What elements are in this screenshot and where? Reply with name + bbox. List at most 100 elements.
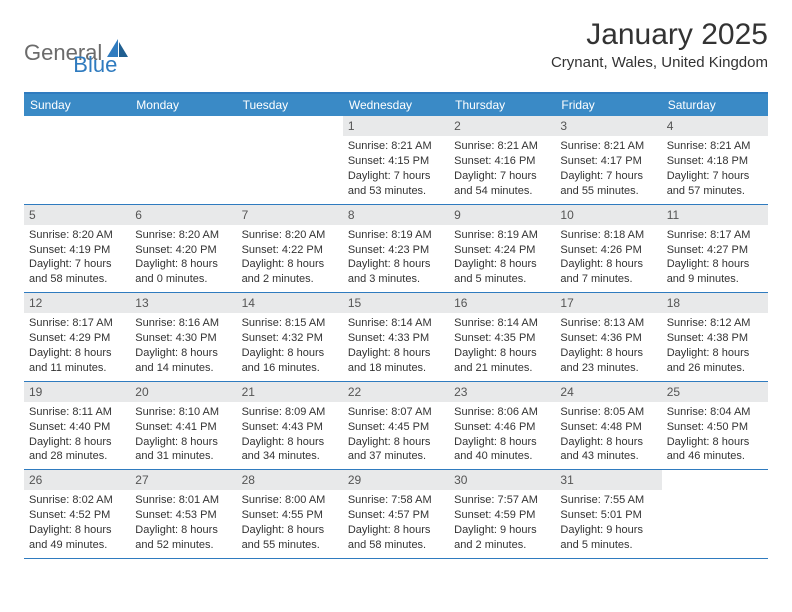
calendar-cell: 28Sunrise: 8:00 AMSunset: 4:55 PMDayligh… — [237, 470, 343, 558]
day-number: 21 — [237, 382, 343, 402]
sunrise-text: Sunrise: 8:11 AM — [29, 405, 125, 420]
sunrise-text: Sunrise: 8:10 AM — [135, 405, 231, 420]
calendar-cell: 24Sunrise: 8:05 AMSunset: 4:48 PMDayligh… — [555, 382, 661, 470]
calendar: SundayMondayTuesdayWednesdayThursdayFrid… — [24, 92, 768, 559]
calendar-cell: 9Sunrise: 8:19 AMSunset: 4:24 PMDaylight… — [449, 205, 555, 293]
location-text: Crynant, Wales, United Kingdom — [551, 54, 768, 71]
calendar-cell: 13Sunrise: 8:16 AMSunset: 4:30 PMDayligh… — [130, 293, 236, 381]
daylight-text: Daylight: 8 hours — [348, 435, 444, 450]
sunset-text: Sunset: 4:16 PM — [454, 154, 550, 169]
daylight-text: and 52 minutes. — [135, 538, 231, 553]
day-body: Sunrise: 8:19 AMSunset: 4:23 PMDaylight:… — [343, 225, 449, 292]
daylight-text: Daylight: 8 hours — [29, 346, 125, 361]
daylight-text: Daylight: 8 hours — [242, 523, 338, 538]
sunset-text: Sunset: 4:41 PM — [135, 420, 231, 435]
day-number: 14 — [237, 293, 343, 313]
daylight-text: Daylight: 8 hours — [135, 435, 231, 450]
sunrise-text: Sunrise: 8:13 AM — [560, 316, 656, 331]
sunrise-text: Sunrise: 8:19 AM — [454, 228, 550, 243]
daylight-text: and 0 minutes. — [135, 272, 231, 287]
sunset-text: Sunset: 4:59 PM — [454, 508, 550, 523]
daylight-text: and 57 minutes. — [667, 184, 763, 199]
sunset-text: Sunset: 4:35 PM — [454, 331, 550, 346]
day-number: 13 — [130, 293, 236, 313]
day-number: 22 — [343, 382, 449, 402]
day-number: 18 — [662, 293, 768, 313]
page-header: General Blue January 2025 Crynant, Wales… — [24, 18, 768, 78]
calendar-cell: 27Sunrise: 8:01 AMSunset: 4:53 PMDayligh… — [130, 470, 236, 558]
day-number: 23 — [449, 382, 555, 402]
calendar-cell-blank: . — [24, 116, 130, 204]
day-number: 20 — [130, 382, 236, 402]
day-body: Sunrise: 7:57 AMSunset: 4:59 PMDaylight:… — [449, 490, 555, 557]
day-number: 25 — [662, 382, 768, 402]
sunrise-text: Sunrise: 8:12 AM — [667, 316, 763, 331]
sunset-text: Sunset: 4:17 PM — [560, 154, 656, 169]
day-body: Sunrise: 8:18 AMSunset: 4:26 PMDaylight:… — [555, 225, 661, 292]
daylight-text: and 34 minutes. — [242, 449, 338, 464]
day-body: Sunrise: 8:20 AMSunset: 4:19 PMDaylight:… — [24, 225, 130, 292]
day-body: Sunrise: 8:13 AMSunset: 4:36 PMDaylight:… — [555, 313, 661, 380]
daylight-text: Daylight: 7 hours — [348, 169, 444, 184]
day-body: Sunrise: 8:02 AMSunset: 4:52 PMDaylight:… — [24, 490, 130, 557]
daylight-text: and 58 minutes. — [348, 538, 444, 553]
day-number: 12 — [24, 293, 130, 313]
day-body: Sunrise: 8:20 AMSunset: 4:20 PMDaylight:… — [130, 225, 236, 292]
daylight-text: and 37 minutes. — [348, 449, 444, 464]
calendar-cell: 12Sunrise: 8:17 AMSunset: 4:29 PMDayligh… — [24, 293, 130, 381]
calendar-cell: 29Sunrise: 7:58 AMSunset: 4:57 PMDayligh… — [343, 470, 449, 558]
week-row: ...1Sunrise: 8:21 AMSunset: 4:15 PMDayli… — [24, 116, 768, 205]
calendar-cell: 19Sunrise: 8:11 AMSunset: 4:40 PMDayligh… — [24, 382, 130, 470]
daylight-text: Daylight: 8 hours — [29, 435, 125, 450]
daylight-text: and 21 minutes. — [454, 361, 550, 376]
day-body: Sunrise: 8:01 AMSunset: 4:53 PMDaylight:… — [130, 490, 236, 557]
sunset-text: Sunset: 4:36 PM — [560, 331, 656, 346]
daylight-text: and 46 minutes. — [667, 449, 763, 464]
sunset-text: Sunset: 4:22 PM — [242, 243, 338, 258]
daylight-text: Daylight: 8 hours — [560, 346, 656, 361]
daylight-text: and 58 minutes. — [29, 272, 125, 287]
daylight-text: Daylight: 8 hours — [348, 346, 444, 361]
sunrise-text: Sunrise: 8:02 AM — [29, 493, 125, 508]
day-body: Sunrise: 8:19 AMSunset: 4:24 PMDaylight:… — [449, 225, 555, 292]
daylight-text: Daylight: 7 hours — [454, 169, 550, 184]
day-number: 16 — [449, 293, 555, 313]
day-number: 9 — [449, 205, 555, 225]
daylight-text: and 2 minutes. — [242, 272, 338, 287]
day-body: Sunrise: 8:14 AMSunset: 4:35 PMDaylight:… — [449, 313, 555, 380]
sunset-text: Sunset: 4:24 PM — [454, 243, 550, 258]
logo-text-blue: Blue — [73, 52, 117, 78]
daylight-text: and 5 minutes. — [560, 538, 656, 553]
day-number: 2 — [449, 116, 555, 136]
day-body: Sunrise: 7:58 AMSunset: 4:57 PMDaylight:… — [343, 490, 449, 557]
sunrise-text: Sunrise: 8:06 AM — [454, 405, 550, 420]
day-body: Sunrise: 8:17 AMSunset: 4:27 PMDaylight:… — [662, 225, 768, 292]
sunrise-text: Sunrise: 8:00 AM — [242, 493, 338, 508]
daylight-text: Daylight: 8 hours — [454, 346, 550, 361]
day-header: Sunday — [24, 94, 130, 116]
sunset-text: Sunset: 4:48 PM — [560, 420, 656, 435]
daylight-text: Daylight: 9 hours — [560, 523, 656, 538]
sunrise-text: Sunrise: 8:17 AM — [667, 228, 763, 243]
day-number: 6 — [130, 205, 236, 225]
sunset-text: Sunset: 4:20 PM — [135, 243, 231, 258]
calendar-cell: 23Sunrise: 8:06 AMSunset: 4:46 PMDayligh… — [449, 382, 555, 470]
daylight-text: Daylight: 8 hours — [454, 257, 550, 272]
sunrise-text: Sunrise: 8:14 AM — [348, 316, 444, 331]
daylight-text: and 9 minutes. — [667, 272, 763, 287]
sunset-text: Sunset: 4:45 PM — [348, 420, 444, 435]
day-body: Sunrise: 8:21 AMSunset: 4:15 PMDaylight:… — [343, 136, 449, 203]
daylight-text: and 14 minutes. — [135, 361, 231, 376]
title-block: January 2025 Crynant, Wales, United King… — [551, 18, 768, 71]
daylight-text: Daylight: 8 hours — [242, 435, 338, 450]
calendar-cell: 6Sunrise: 8:20 AMSunset: 4:20 PMDaylight… — [130, 205, 236, 293]
calendar-cell: 15Sunrise: 8:14 AMSunset: 4:33 PMDayligh… — [343, 293, 449, 381]
day-body: Sunrise: 8:12 AMSunset: 4:38 PMDaylight:… — [662, 313, 768, 380]
daylight-text: Daylight: 7 hours — [560, 169, 656, 184]
sunrise-text: Sunrise: 8:19 AM — [348, 228, 444, 243]
week-row: 26Sunrise: 8:02 AMSunset: 4:52 PMDayligh… — [24, 470, 768, 559]
day-header: Monday — [130, 94, 236, 116]
sunset-text: Sunset: 4:18 PM — [667, 154, 763, 169]
daylight-text: and 40 minutes. — [454, 449, 550, 464]
sunrise-text: Sunrise: 8:21 AM — [454, 139, 550, 154]
